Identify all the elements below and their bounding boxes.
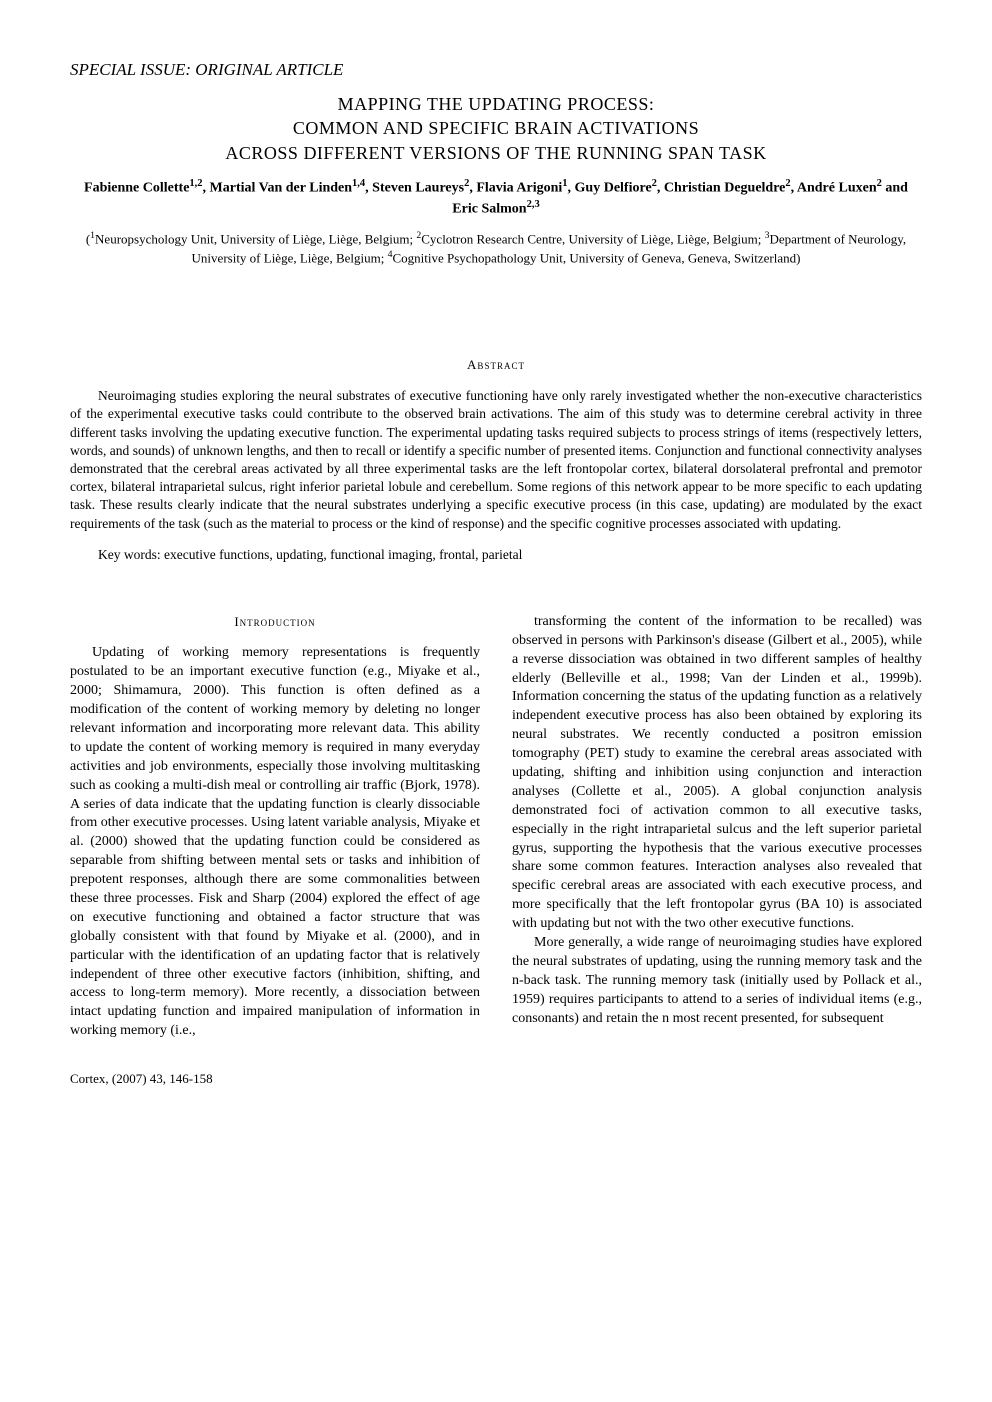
section-label: SPECIAL ISSUE: ORIGINAL ARTICLE — [70, 60, 922, 80]
body-columns: Introduction Updating of working memory … — [70, 613, 922, 1041]
article-title: MAPPING THE UPDATING PROCESS:COMMON AND … — [70, 92, 922, 165]
body-paragraph-2: transforming the content of the informat… — [512, 613, 922, 934]
keywords: Key words: executive functions, updating… — [70, 547, 922, 563]
column-right: transforming the content of the informat… — [512, 613, 922, 1041]
authors-line: Fabienne Collette1,2, Martial Van der Li… — [70, 177, 922, 220]
abstract-heading: Abstract — [70, 357, 922, 373]
page-footer: Cortex, (2007) 43, 146-158 — [70, 1071, 922, 1087]
body-paragraph-3: More generally, a wide range of neuroima… — [512, 934, 922, 1028]
body-paragraph-1: Updating of working memory representatio… — [70, 644, 480, 1041]
affiliations: (1Neuropsychology Unit, University of Li… — [70, 229, 922, 267]
introduction-heading: Introduction — [70, 613, 480, 631]
abstract-body: Neuroimaging studies exploring the neura… — [70, 387, 922, 533]
column-left: Introduction Updating of working memory … — [70, 613, 480, 1041]
